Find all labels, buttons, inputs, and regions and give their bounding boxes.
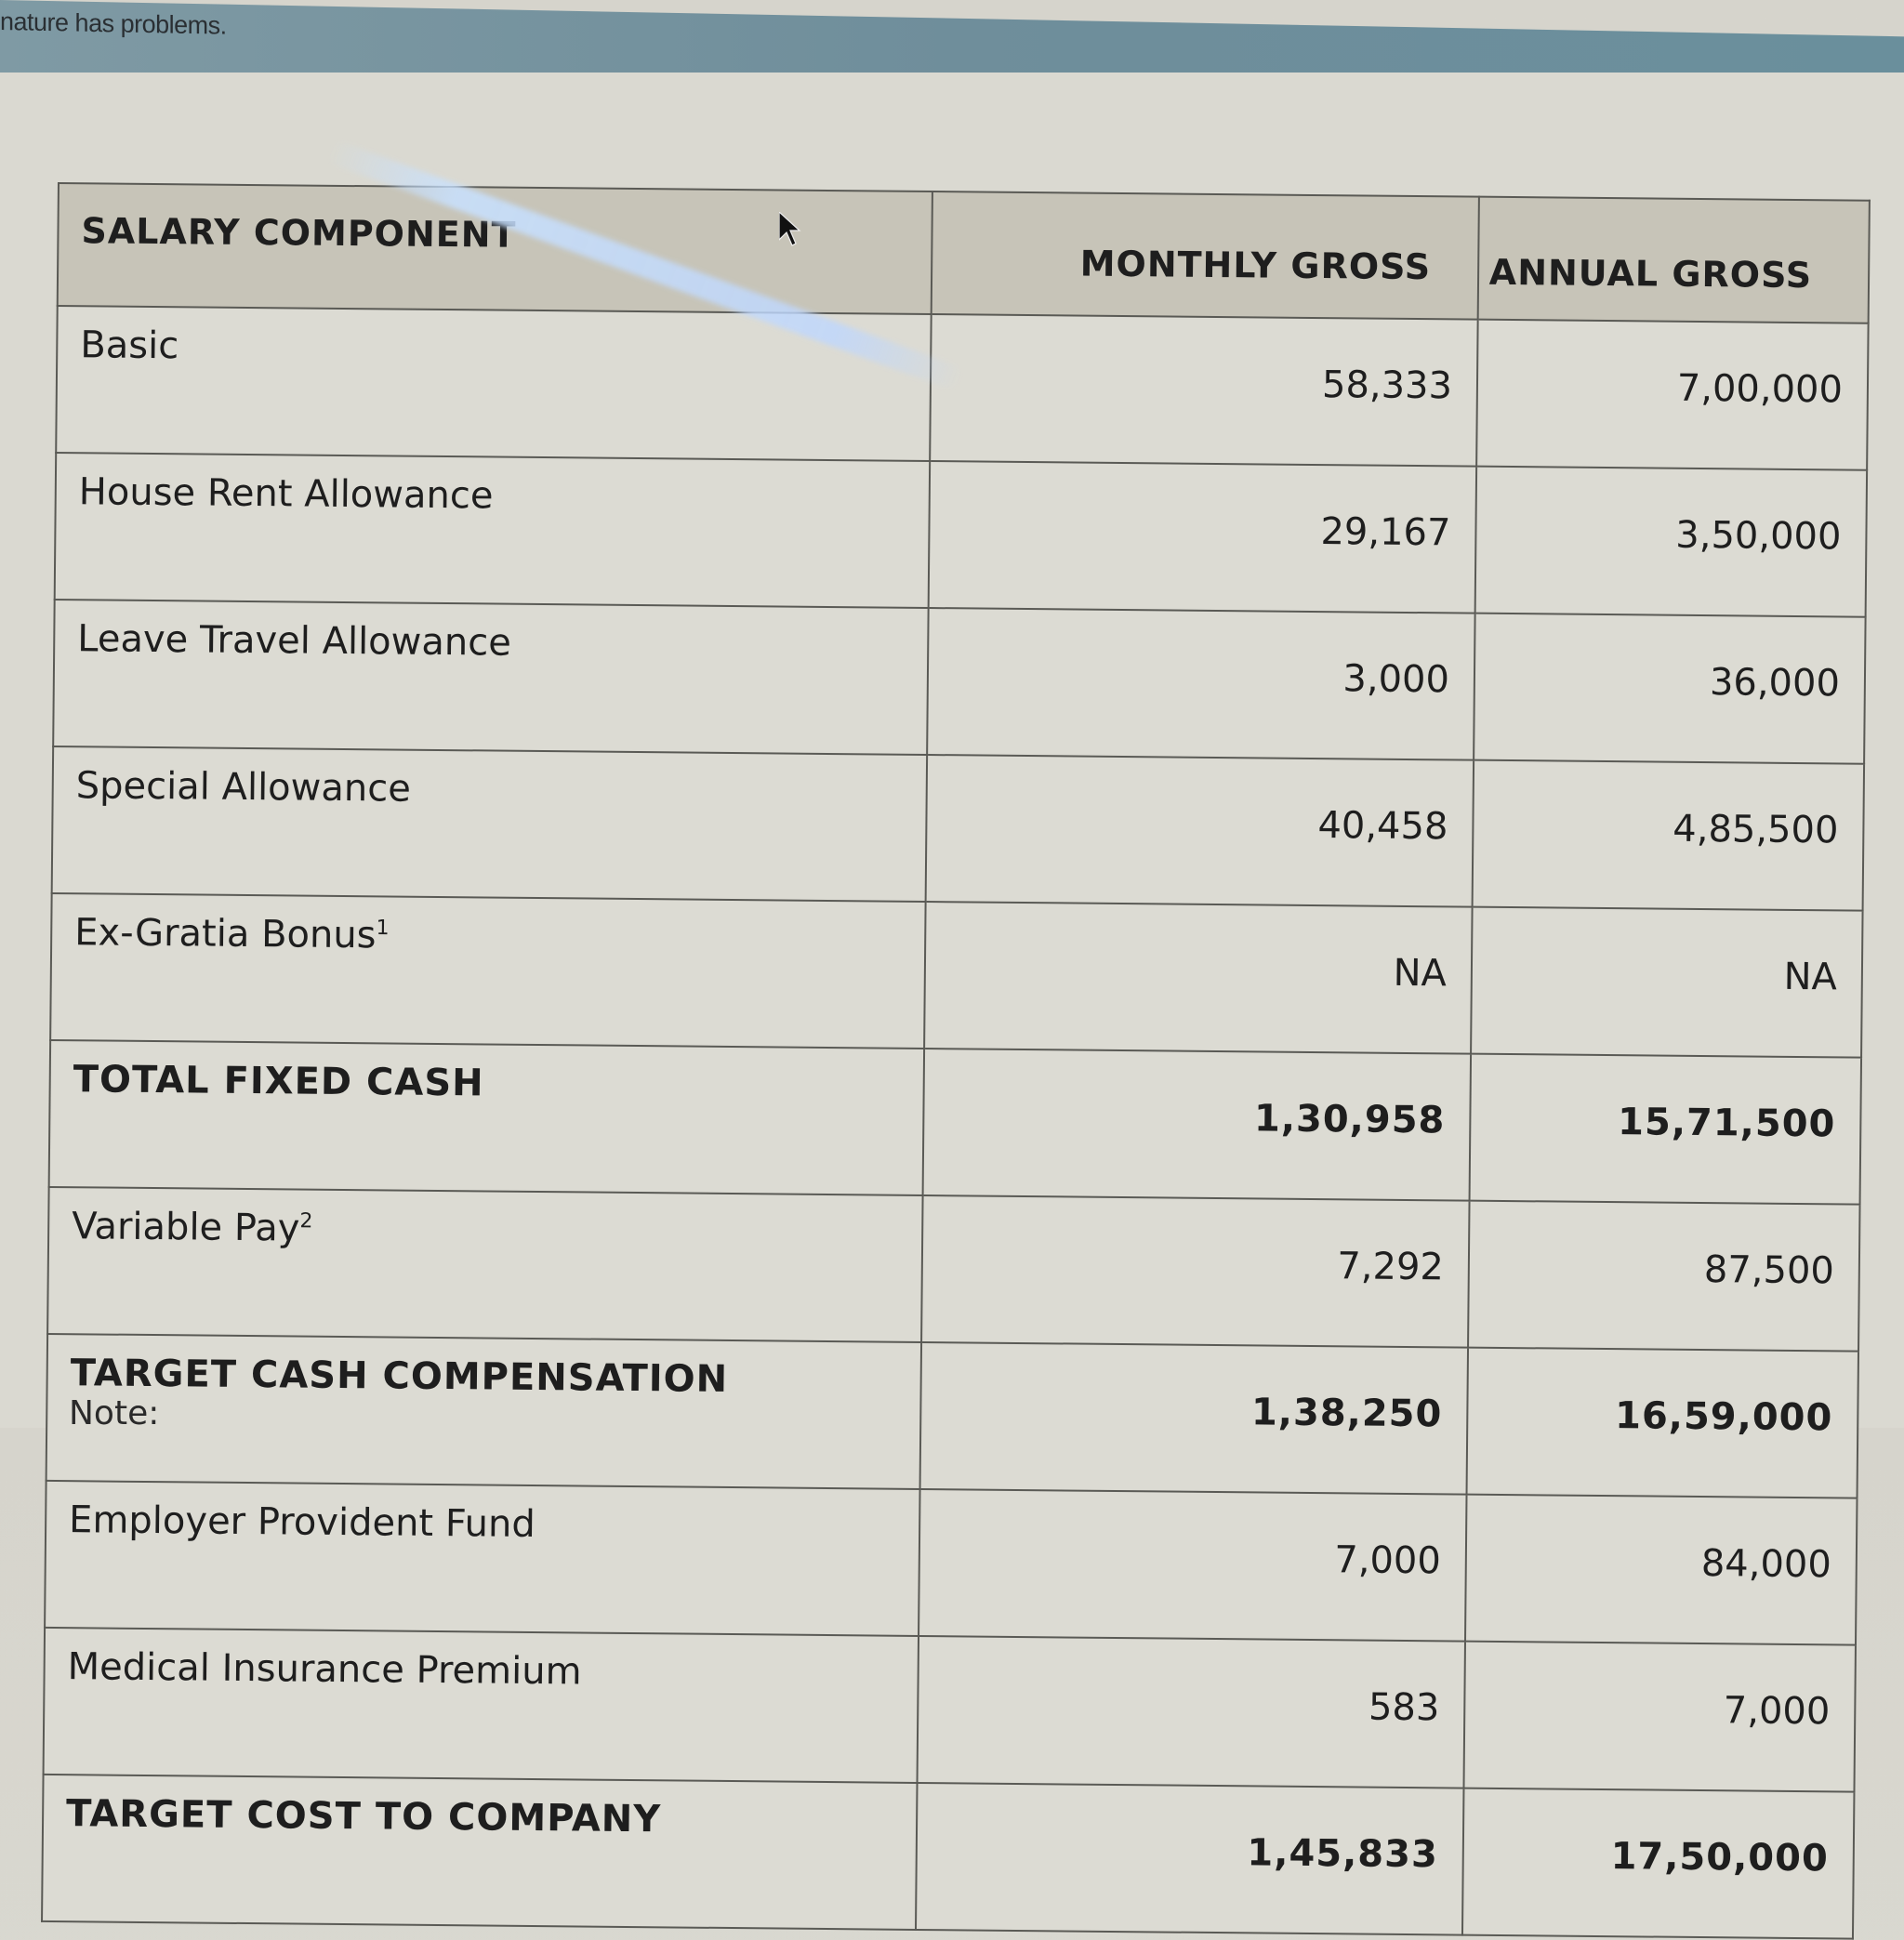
component-cell: Variable Pay2 [47, 1186, 923, 1342]
component-cell: Ex-Gratia Bonus1 [50, 892, 926, 1049]
monthly-cell: 1,30,958 [922, 1048, 1472, 1201]
annual-cell: 84,000 [1465, 1494, 1858, 1645]
table-row: Basic 58,333 7,00,000 [56, 306, 1869, 470]
footnote-marker: 1 [376, 916, 390, 941]
component-cell: Employer Provident Fund [45, 1480, 920, 1636]
annual-cell: NA [1471, 906, 1863, 1058]
table-row-total: TOTAL FIXED CASH 1,30,958 15,71,500 [48, 1039, 1862, 1205]
monthly-cell: 1,38,250 [919, 1341, 1469, 1495]
footnote-marker: 2 [299, 1209, 313, 1234]
table-row: Medical Insurance Premium 583 7,000 [43, 1627, 1856, 1792]
monthly-cell: 7,292 [921, 1194, 1470, 1348]
component-cell: TARGET CASH COMPENSATION [46, 1333, 922, 1489]
component-cell: House Rent Allowance [54, 452, 931, 609]
table-row-total: TARGET COST TO COMPANY 1,45,833 17,50,00… [42, 1774, 1855, 1939]
monthly-cell: 583 [917, 1635, 1466, 1788]
monthly-cell: 40,458 [925, 755, 1474, 907]
annual-cell: 36,000 [1474, 613, 1866, 764]
table-row: Ex-Gratia Bonus1 NA NA [50, 892, 1863, 1058]
header-monthly-gross: MONTHLY GROSS [931, 191, 1479, 320]
mouse-cursor-icon [779, 212, 801, 246]
salary-table-container: SALARY COMPONENT MONTHLY GROSS ANNUAL GR… [41, 182, 1871, 1940]
table-row: Variable Pay2 7,292 87,500 [47, 1186, 1860, 1352]
document-page: SALARY COMPONENT MONTHLY GROSS ANNUAL GR… [0, 73, 1904, 1940]
header-annual-gross: ANNUAL GROSS [1477, 196, 1870, 323]
annual-cell: 7,000 [1463, 1641, 1856, 1792]
annual-cell: 87,500 [1468, 1200, 1860, 1352]
monthly-cell: 58,333 [930, 314, 1478, 467]
monthly-cell: 29,167 [928, 461, 1477, 614]
table-row: Leave Travel Allowance 3,000 36,000 [53, 599, 1866, 764]
annual-cell: 4,85,500 [1472, 759, 1865, 911]
banner-message: nature has problems. [0, 7, 227, 40]
annual-cell: 15,71,500 [1469, 1053, 1862, 1205]
annual-cell: 16,59,000 [1466, 1347, 1859, 1498]
component-cell: Special Allowance [51, 746, 928, 902]
monthly-cell: NA [924, 901, 1473, 1054]
table-row: Special Allowance 40,458 4,85,500 [51, 746, 1865, 911]
component-cell: TARGET COST TO COMPANY [42, 1774, 918, 1930]
table-row-total: TARGET CASH COMPENSATION 1,38,250 16,59,… [46, 1333, 1859, 1498]
salary-breakup-table: SALARY COMPONENT MONTHLY GROSS ANNUAL GR… [41, 182, 1871, 1940]
component-cell: Leave Travel Allowance [53, 599, 929, 756]
monthly-cell: 7,000 [919, 1488, 1467, 1642]
annual-cell: 3,50,000 [1474, 466, 1868, 617]
monthly-cell: 1,45,833 [915, 1782, 1464, 1935]
table-row: Employer Provident Fund 7,000 84,000 [45, 1480, 1858, 1645]
component-cell: Medical Insurance Premium [43, 1627, 919, 1783]
component-cell: TOTAL FIXED CASH [48, 1039, 925, 1195]
table-row: House Rent Allowance 29,167 3,50,000 [54, 452, 1868, 617]
annual-cell: 17,50,000 [1461, 1788, 1855, 1939]
annual-cell: 7,00,000 [1476, 319, 1869, 470]
table-header-row: SALARY COMPONENT MONTHLY GROSS ANNUAL GR… [57, 183, 1870, 323]
note-label: Note: [69, 1394, 160, 1432]
monthly-cell: 3,000 [927, 608, 1475, 760]
